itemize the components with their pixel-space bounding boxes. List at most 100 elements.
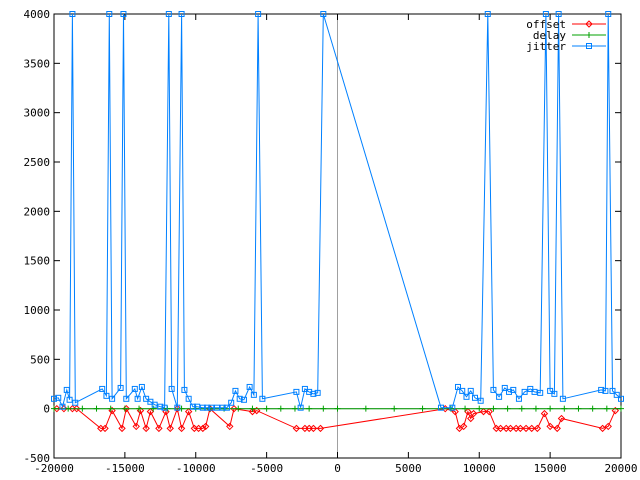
- offset-point: [252, 406, 261, 415]
- offset-point: [469, 409, 478, 418]
- offset-point: [316, 424, 325, 433]
- offset-point: [533, 424, 542, 433]
- delay-point: [277, 405, 284, 412]
- jitter-point: [189, 403, 196, 410]
- offset-point: [553, 424, 561, 433]
- jitter-point: [208, 404, 215, 411]
- x-tick-label: 15000: [534, 462, 567, 475]
- offset-point: [506, 424, 515, 433]
- jitter-point: [199, 404, 206, 411]
- offset-point: [557, 414, 566, 423]
- legend-label-jitter: jitter: [526, 40, 566, 53]
- jitter-point: [306, 388, 313, 395]
- offset-point: [226, 422, 234, 431]
- jitter-point: [63, 386, 70, 393]
- y-tick-label: 2500: [24, 156, 51, 169]
- jitter-point: [555, 11, 562, 17]
- legend-label-delay: delay: [533, 29, 566, 42]
- delay-point: [603, 405, 610, 412]
- jitter-point: [69, 11, 76, 17]
- jitter-point: [194, 403, 201, 410]
- jitter-point: [437, 404, 444, 411]
- x-tick-label: -5000: [250, 462, 283, 475]
- jitter-point: [531, 388, 538, 395]
- delay-point: [462, 405, 469, 412]
- jitter-point: [161, 404, 168, 411]
- delay-point: [419, 405, 426, 412]
- jitter-point: [454, 383, 461, 390]
- jitter-point: [240, 396, 247, 403]
- jitter-point: [297, 404, 304, 411]
- offset-point: [459, 422, 468, 431]
- jitter-point: [467, 387, 474, 394]
- delay-point: [291, 405, 298, 412]
- delay-point: [121, 405, 128, 412]
- offset-point: [496, 424, 505, 433]
- offset-point: [604, 422, 612, 431]
- jitter-point: [459, 387, 466, 394]
- delay-point: [575, 405, 582, 412]
- jitter-point: [134, 395, 141, 402]
- delay-point: [263, 405, 270, 412]
- offset-point: [527, 424, 536, 433]
- jitter-point: [174, 404, 181, 411]
- offset-point: [108, 406, 116, 415]
- offset-point: [72, 404, 81, 413]
- jitter-point: [586, 43, 592, 49]
- delay-point: [249, 405, 256, 412]
- x-tick-label: 0: [334, 462, 341, 475]
- offset-point: [132, 422, 140, 431]
- y-tick-label: 0: [43, 403, 50, 416]
- jitter-point: [320, 11, 327, 17]
- jitter-point: [449, 404, 456, 411]
- jitter-point: [51, 395, 57, 402]
- jitter-point: [463, 393, 470, 400]
- delay-point: [362, 405, 369, 412]
- delay-point: [79, 405, 86, 412]
- jitter-point: [602, 387, 609, 394]
- jitter-point: [255, 11, 262, 17]
- offset-point: [479, 407, 488, 416]
- jitter-point: [106, 11, 113, 17]
- delay-point: [65, 405, 72, 412]
- offset-point: [118, 424, 126, 433]
- y-tick-label: 1000: [24, 304, 51, 317]
- delay-point: [476, 405, 483, 412]
- delay-point: [547, 405, 554, 412]
- y-tick-label: 3500: [24, 57, 51, 70]
- jitter-point: [246, 383, 253, 390]
- jitter-point: [551, 390, 558, 397]
- y-tick-label: -500: [24, 452, 51, 465]
- y-tick-label: 2000: [24, 205, 51, 218]
- jitter-point: [181, 386, 188, 393]
- legend-label-offset: offset: [526, 18, 566, 31]
- jitter-point: [477, 397, 484, 404]
- delay-point: [561, 405, 568, 412]
- jitter-point: [151, 401, 158, 408]
- offset-point: [155, 424, 163, 433]
- offset-point: [142, 424, 150, 433]
- jitter-point: [178, 11, 185, 17]
- offset-point: [101, 424, 109, 433]
- offset-point: [292, 424, 301, 433]
- offset-point: [166, 424, 174, 433]
- offset-point: [464, 407, 472, 416]
- jitter-point: [214, 404, 221, 411]
- delay-point: [235, 405, 242, 412]
- x-tick-label: 20000: [604, 462, 637, 475]
- jitter-point: [72, 399, 79, 406]
- axis-ticks: -50005001000150020002500300035004000-200…: [24, 8, 638, 475]
- jitter-point: [59, 403, 66, 410]
- y-tick-label: 4000: [24, 8, 51, 21]
- delay-point: [107, 405, 114, 412]
- x-tick-label: 10000: [463, 462, 496, 475]
- jitter-point: [605, 11, 612, 17]
- jitter-point: [66, 396, 73, 403]
- jitter-point: [537, 389, 544, 396]
- jitter-point: [120, 11, 127, 17]
- series-layer: [51, 11, 624, 433]
- jitter-point: [185, 395, 192, 402]
- jitter-point: [250, 391, 257, 398]
- delay-point: [320, 405, 327, 412]
- jitter-point: [314, 389, 321, 396]
